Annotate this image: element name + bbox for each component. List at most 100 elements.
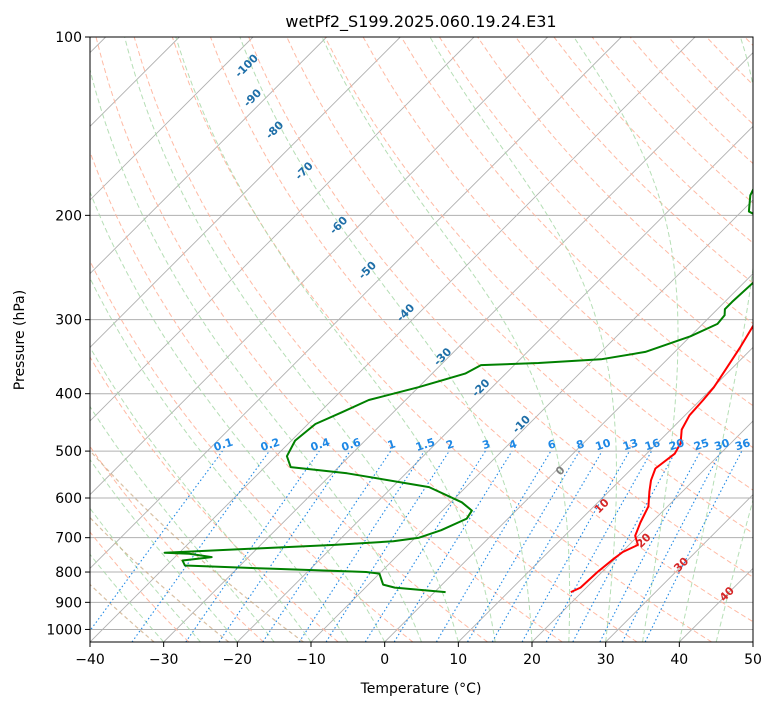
- mixing-ratio-label: 10: [594, 436, 613, 453]
- temperature-profile: [570, 324, 753, 594]
- x-tick-label: 20: [523, 652, 541, 668]
- moist-adiabat: [90, 190, 386, 642]
- mixing-ratio-label: 16: [643, 436, 662, 453]
- moist-adiabat: [321, 37, 571, 642]
- mixing-ratio-line: [393, 450, 513, 642]
- mixing-ratio-line: [644, 450, 743, 642]
- isotherm: [90, 37, 401, 348]
- x-tick-label: −30: [149, 652, 179, 668]
- moist-adiabat: [90, 277, 349, 642]
- y-tick-label: 900: [55, 595, 82, 611]
- dry-adiabat: [133, 37, 638, 642]
- mixing-ratio-label: 3: [481, 437, 492, 452]
- moist-adiabat: [90, 507, 201, 642]
- dry-adiabat: [324, 37, 753, 491]
- mixing-ratio-label: 0.6: [340, 435, 363, 453]
- isotherm: [90, 37, 327, 275]
- isotherm: [237, 125, 753, 642]
- moist-adiabat: [678, 37, 753, 642]
- dry-adiabat-label: -70: [293, 159, 316, 182]
- isotherm: [163, 52, 753, 642]
- mixing-ratio-label: 6: [546, 437, 558, 452]
- x-tick-label: 40: [670, 652, 688, 668]
- x-axis: −40 −30 −20 −10 0 10 20 30 40 50: [75, 642, 762, 668]
- mixing-ratio-label: 1: [386, 437, 397, 452]
- reference-curve: [90, 516, 230, 642]
- moist-adiabat: [429, 37, 617, 642]
- dry-adiabat-label: -90: [241, 86, 264, 109]
- dry-adiabat-label: -60: [327, 214, 350, 237]
- y-axis-label: Pressure (hPa): [12, 290, 28, 390]
- dry-adiabat-label: -20: [469, 376, 492, 399]
- x-tick-label: 30: [597, 652, 615, 668]
- moist-adiabat: [90, 458, 238, 642]
- dry-adiabat-label: -10: [510, 412, 533, 435]
- isotherm: [310, 199, 753, 642]
- mixing-ratio-line: [467, 450, 580, 642]
- dry-adiabat: [90, 356, 339, 642]
- mixing-ratio-label: 0.4: [309, 435, 332, 453]
- moist-adiabat: [715, 498, 753, 642]
- chart-title: wetPf2_S199.2025.060.19.24.E31: [285, 12, 556, 32]
- moist-adiabat: [90, 346, 312, 642]
- background-lines: [90, 37, 753, 642]
- x-tick-label: 50: [744, 652, 762, 668]
- mixing-ratio-label: 25: [692, 436, 711, 453]
- isotherm: [384, 273, 753, 642]
- dry-adiabat: [248, 37, 753, 578]
- dry-adiabat: [668, 37, 753, 125]
- dry-adiabat: [438, 37, 753, 366]
- y-tick-label: 300: [55, 313, 82, 329]
- mixing-ratio-label: 0.2: [259, 436, 282, 454]
- y-tick-label: 1000: [46, 622, 82, 638]
- mixing-ratio-line: [435, 450, 552, 642]
- mixing-ratio-line: [90, 450, 223, 632]
- plot-frame: [89, 36, 754, 643]
- isotherm: [90, 37, 254, 201]
- dry-adiabat: [90, 150, 488, 642]
- moist-adiabat: [175, 37, 496, 642]
- moist-adiabat: [239, 37, 533, 642]
- reference-curve: [90, 583, 155, 642]
- x-tick-label: −40: [75, 652, 105, 668]
- y-tick-label: 400: [55, 387, 82, 403]
- mixing-ratio-label: 30: [713, 436, 732, 453]
- y-tick-label: 500: [55, 444, 82, 460]
- x-tick-label: 10: [449, 652, 467, 668]
- mixing-ratio-label: 4: [507, 437, 519, 452]
- mixing-ratio-label: 20: [667, 436, 686, 453]
- mixing-ratio-label: 0.1: [212, 436, 235, 454]
- dry-adiabat: [90, 259, 414, 642]
- y-tick-label: 200: [55, 208, 82, 224]
- dry-adiabat: [400, 37, 753, 407]
- moist-adiabat-label: 10: [592, 496, 612, 516]
- dry-adiabat-label: -30: [431, 345, 454, 368]
- y-tick-label: 700: [55, 531, 82, 547]
- mixing-ratio-line: [325, 450, 450, 642]
- reference-curve: [90, 449, 304, 642]
- mixing-ratio-label: 36: [733, 436, 752, 453]
- mixing-ratio-line: [131, 450, 270, 642]
- isotherm: [90, 37, 622, 569]
- dry-adiabat: [90, 445, 264, 642]
- mixing-ratio-line: [521, 450, 630, 642]
- dry-adiabat: [515, 37, 753, 284]
- line-labels: 0.1 0.2 0.4 0.6 1 1.5 2 3 4 6 8 10 13 16 20 25 30 36-100-…: [212, 51, 752, 604]
- moist-adiabat: [573, 37, 679, 642]
- mixing-ratio-label: 1.5: [414, 436, 437, 454]
- dry-adiabat: [744, 37, 753, 47]
- isotherm: [752, 641, 753, 642]
- dry-adiabat-label: -80: [263, 118, 286, 141]
- series-layer: [163, 187, 753, 594]
- moist-adiabat: [124, 37, 459, 642]
- dewpoint-profile: [163, 187, 753, 594]
- isotherm: [90, 37, 548, 496]
- dry-adiabat: [95, 37, 563, 642]
- isotherm: [679, 567, 753, 642]
- mixing-ratio-line: [298, 450, 425, 642]
- dry-adiabat: [171, 37, 712, 642]
- mixing-ratio-label: 2: [444, 437, 455, 452]
- x-axis-label: Temperature (°C): [360, 681, 482, 697]
- mixing-ratio-line: [262, 450, 392, 642]
